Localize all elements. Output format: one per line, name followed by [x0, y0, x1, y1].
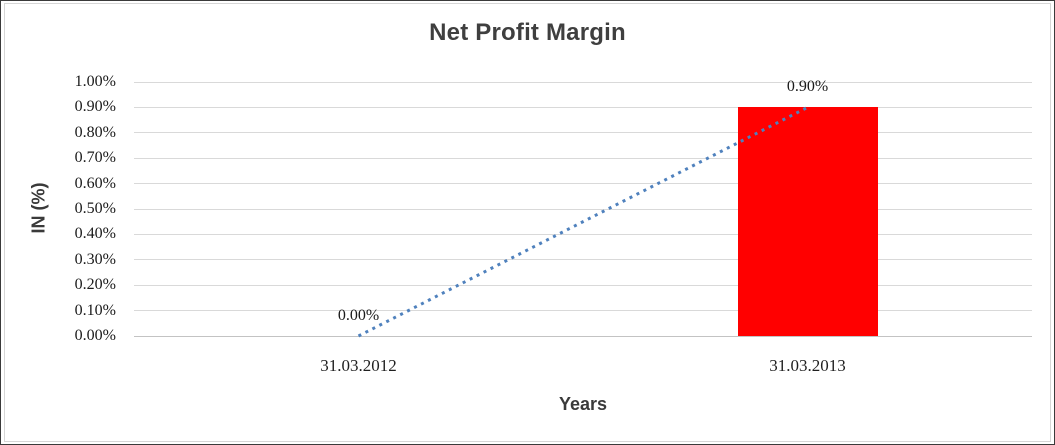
- gridline: [134, 310, 1032, 312]
- y-tick-label: 0.50%: [74, 200, 116, 217]
- gridline: [134, 208, 1032, 210]
- gridline: [134, 132, 1032, 134]
- y-tick-label: 0.60%: [74, 174, 116, 192]
- chart-title: Net Profit Margin: [429, 19, 626, 46]
- gridline: [134, 106, 1032, 108]
- y-tick-label: 0.70%: [74, 149, 116, 167]
- gridline: [134, 157, 1032, 159]
- y-tick-label: 0.30%: [74, 250, 116, 268]
- y-tick-label: 0.10%: [74, 301, 116, 319]
- gridline: [134, 233, 1032, 235]
- gridline: [134, 81, 1032, 83]
- y-tick-label: 1.00%: [74, 73, 116, 90]
- data-label: 0.00%: [337, 307, 380, 324]
- y-tick-label: 0.90%: [74, 98, 116, 116]
- plot-area: 0.00% 0.90%: [134, 78, 1032, 338]
- y-axis-tick-labels: 1.00% 0.90% 0.80% 0.70% 0.60% 0.50% 0.40% 0.30%…: [1, 73, 116, 344]
- gridline: [134, 284, 1032, 286]
- data-label: 0.90%: [786, 78, 829, 96]
- bar-31.03.2013: [737, 107, 878, 336]
- gridline: [134, 183, 1032, 185]
- gridline: [134, 259, 1032, 261]
- gridline: [134, 335, 1032, 337]
- category-label: 31.03.2013: [769, 356, 846, 375]
- y-tick-label: 0.40%: [74, 225, 116, 243]
- x-axis-category-labels: 31.03.2012 31.03.2013: [134, 356, 1032, 380]
- y-tick-label: 0.80%: [74, 123, 116, 141]
- trendline: [357, 106, 809, 338]
- category-label: 31.03.2012: [320, 356, 397, 375]
- y-tick-label: 0.20%: [74, 276, 116, 294]
- y-tick-label: 0.00%: [74, 327, 116, 344]
- x-axis-title: Years: [558, 394, 608, 414]
